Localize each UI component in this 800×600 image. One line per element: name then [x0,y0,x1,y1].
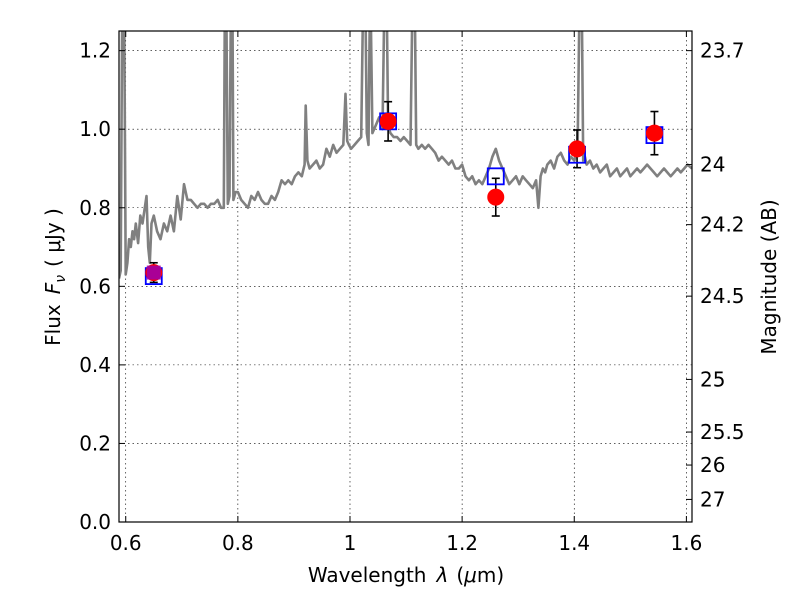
x-axis-label: Wavelength λ (μm) [308,563,504,587]
x-tick-label: 1.2 [446,531,478,555]
y2-tick-label: 27 [700,487,725,511]
observed-photometry-point [379,112,397,130]
y2-tick-label: 24.2 [700,213,745,237]
y-tick-label: 0.2 [79,431,111,455]
y-tick-label: 0.6 [79,274,111,298]
y2-tick-label: 26 [700,453,725,477]
observed-photometry-point [487,188,505,206]
plot-frame [118,30,693,523]
y-tick-label: 0.0 [79,510,111,534]
y2-axis-label: Magnitude (AB) [757,199,781,354]
plot-area [119,31,692,286]
y2-tick-label: 25.5 [700,420,745,444]
y-tick-label: 1.0 [79,117,111,141]
overlap-marker [146,265,161,280]
observed-photometry-point [568,140,586,158]
axes: 0.6 0.8 1 1.2 1.4 1.6 0.0 0.2 0.4 0.6 0.8 1.0 1.2 23.… [79,31,745,555]
y2-tick-label: 25 [700,367,725,391]
y-tick-label: 0.4 [79,353,111,377]
x-tick-label: 1 [344,531,357,555]
x-tick-label: 0.8 [222,531,254,555]
model-photometry-point [486,167,505,186]
y-axis-label: FluxFν( μJy ) [41,208,69,346]
y2-tick-label: 24.5 [700,284,745,308]
grid-lines [119,31,692,523]
x-tick-label: 1.6 [670,531,702,555]
x-tick-label: 0.6 [110,531,142,555]
y-tick-label: 0.8 [79,196,111,220]
y2-tick-label: 23.7 [700,39,745,63]
y2-tick-label: 24 [700,153,725,177]
observed-photometry-point [645,124,663,142]
spectrum-line [119,31,692,279]
x-tick-label: 1.4 [558,531,590,555]
y-tick-label: 1.2 [79,39,111,63]
